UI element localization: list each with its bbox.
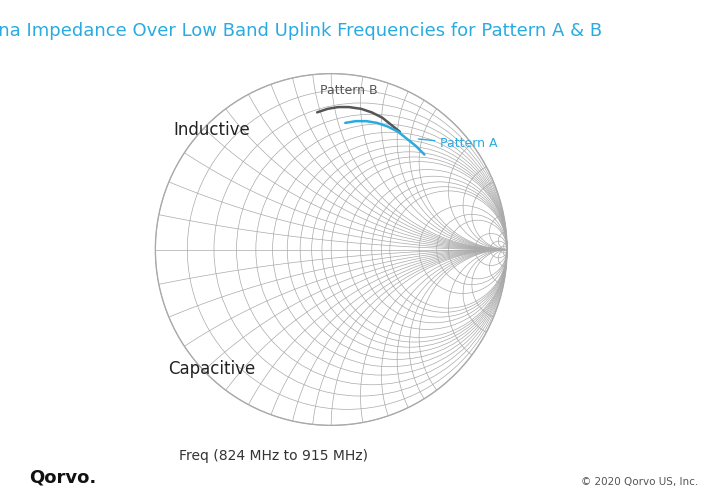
Text: Capacitive: Capacitive — [168, 360, 256, 378]
Text: Pattern B: Pattern B — [320, 83, 377, 96]
Text: Antenna Impedance Over Low Band Uplink Frequencies for Pattern A & B: Antenna Impedance Over Low Band Uplink F… — [0, 22, 602, 40]
Text: Inductive: Inductive — [174, 121, 250, 139]
Text: © 2020 Qorvo US, Inc.: © 2020 Qorvo US, Inc. — [581, 477, 698, 487]
Text: Pattern A: Pattern A — [418, 138, 498, 151]
Text: Qorvo.: Qorvo. — [29, 469, 96, 487]
Text: Freq (824 MHz to 915 MHz): Freq (824 MHz to 915 MHz) — [179, 449, 368, 463]
